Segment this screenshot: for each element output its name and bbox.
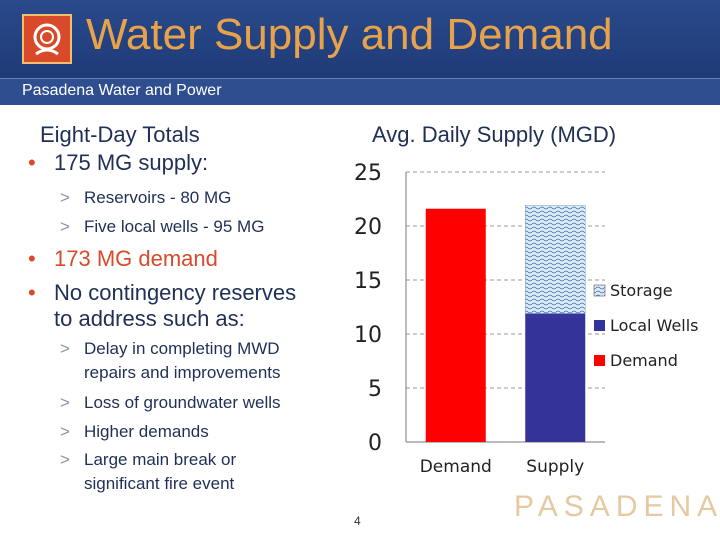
sub-groundwater-text: Loss of groundwater wells <box>84 393 281 412</box>
y-tick-label: 10 <box>354 323 382 348</box>
bar-demand-demand <box>425 208 486 442</box>
chevron-right-icon: > <box>60 217 70 236</box>
subtitle-band <box>0 78 720 105</box>
y-tick-label: 0 <box>368 431 382 456</box>
sub-mwd-line1: Delay in completing MWD <box>84 339 280 358</box>
sub-main-break-line1: Large main break or <box>84 450 237 469</box>
page-title: Water Supply and Demand <box>86 10 613 59</box>
page-subtitle: Pasadena Water and Power <box>22 82 222 99</box>
chevron-right-icon: > <box>60 393 70 412</box>
legend-swatch <box>593 284 606 297</box>
y-tick-label: 15 <box>354 269 382 294</box>
chevron-right-icon: > <box>60 339 70 358</box>
chevron-right-icon: > <box>60 422 70 441</box>
legend-swatch <box>594 320 605 331</box>
y-tick-label: 20 <box>354 215 382 240</box>
y-tick-label: 25 <box>354 161 382 186</box>
legend-swatch <box>594 355 605 366</box>
bullet-icon: • <box>28 150 36 175</box>
legend-label: Local Wells <box>610 316 699 335</box>
chart-title: Avg. Daily Supply (MGD) <box>372 122 617 147</box>
sub-main-break-line2: significant fire event <box>84 474 235 493</box>
supply-demand-chart: 0 5 10 15 20 25 Demand Supply Storage Local Wel… <box>354 161 699 477</box>
left-heading: Eight-Day Totals <box>40 122 200 147</box>
x-tick-label: Supply <box>526 457 584 477</box>
bullet-reserves-line1: No contingency reserves <box>54 280 297 305</box>
bullet-reserves-line2: to address such as: <box>54 306 245 331</box>
x-tick-label: Demand <box>420 457 492 477</box>
chevron-right-icon: > <box>60 450 70 469</box>
bullet-supply-text: 175 MG supply: <box>54 150 209 175</box>
rose-logo-icon <box>22 14 72 64</box>
y-tick-label: 5 <box>368 377 382 402</box>
sub-reservoirs-text: Reservoirs - 80 MG <box>84 188 232 207</box>
page-number: 4 <box>354 514 361 528</box>
bullet-icon: • <box>28 246 36 271</box>
bar-local-wells-supply <box>525 313 586 442</box>
bullet-demand-text: 173 MG demand <box>54 246 218 271</box>
pasadena-logo: PASADENA <box>514 490 720 523</box>
legend-label: Demand <box>610 351 678 370</box>
sub-mwd-line2: repairs and improvements <box>84 363 281 382</box>
bar-storage-supply <box>525 205 586 314</box>
sub-wells-text: Five local wells - 95 MG <box>84 217 265 236</box>
bullet-icon: • <box>28 280 36 305</box>
legend-label: Storage <box>610 281 673 300</box>
sub-higher-demand-text: Higher demands <box>84 422 209 441</box>
chevron-right-icon: > <box>60 188 70 207</box>
